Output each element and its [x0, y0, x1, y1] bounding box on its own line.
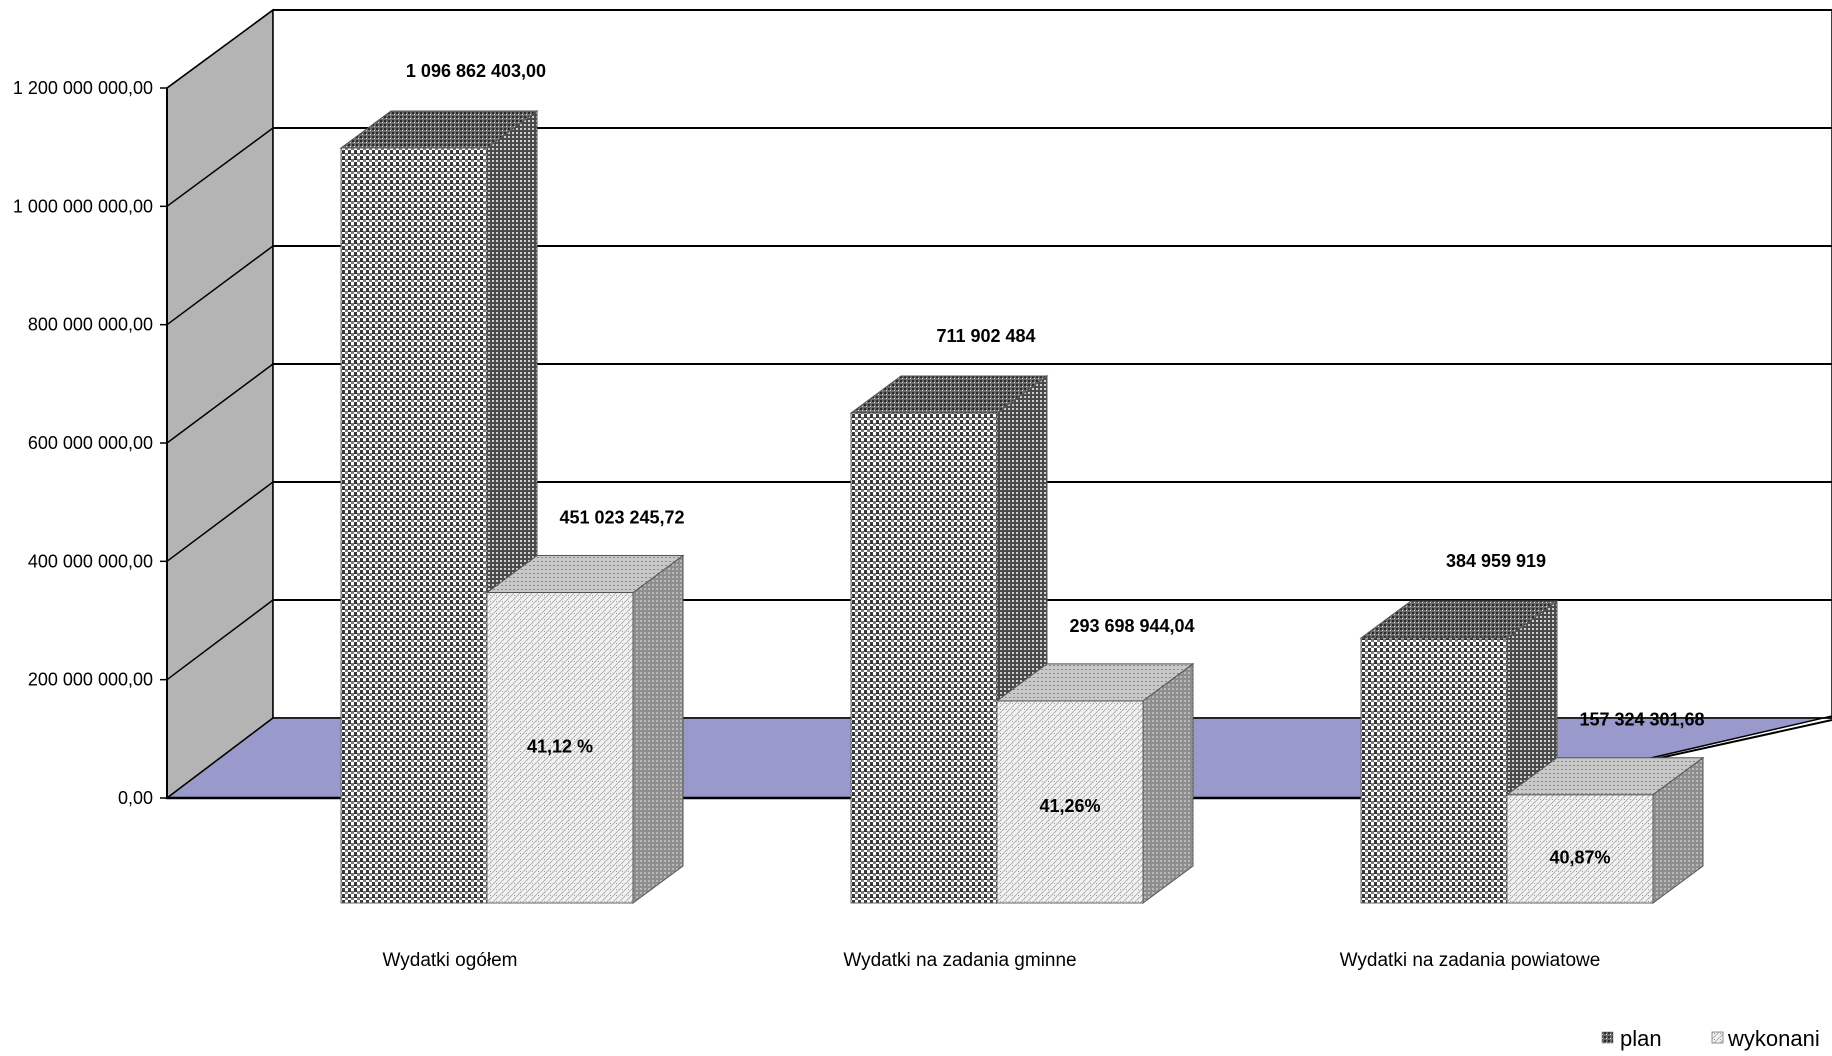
data-labels: 1 096 862 403,00 451 023 245,72 41,12 % 711…: [406, 61, 1705, 867]
data-label-percent: 41,12 %: [527, 736, 593, 756]
data-label-percent: 41,26%: [1039, 796, 1100, 816]
y-tick-label: 0,00: [118, 788, 153, 808]
x-tick-label: Wydatki na zadania powiatowe: [1340, 950, 1601, 971]
bars: [339, 110, 1705, 904]
bar-wykonanie-top: [485, 555, 685, 594]
legend: plan wykonani: [1601, 1026, 1820, 1051]
gridline-diagonal: [166, 481, 274, 562]
legend-swatch-plan: [1601, 1031, 1614, 1044]
y-tick-label: 1 000 000 000,00: [13, 196, 153, 216]
x-tick-label: Wydatki na zadania gminne: [843, 950, 1076, 971]
data-label-wykonanie: 157 324 301,68: [1579, 710, 1704, 730]
y-tick-label: 400 000 000,00: [28, 551, 153, 571]
bar-plan-front: [850, 412, 998, 904]
bar-plan-top: [1359, 600, 1559, 639]
bar-plan-top: [339, 110, 539, 149]
bar-wykonanie-side: [632, 554, 684, 904]
data-label-wykonanie: 451 023 245,72: [559, 508, 684, 528]
legend-swatch-wykonanie: [1711, 1031, 1724, 1044]
gridline-diagonal: [166, 245, 274, 326]
data-label-plan: 384 959 919: [1446, 551, 1546, 571]
legend-label-wykonanie: wykonani: [1727, 1026, 1820, 1051]
y-tick-label: 200 000 000,00: [28, 670, 153, 690]
bar-wykonanie: [485, 554, 685, 904]
bar-wykonanie-top: [1505, 757, 1705, 796]
bar-plan-top: [849, 375, 1049, 414]
data-label-percent: 40,87%: [1549, 847, 1610, 867]
bar-plan-front: [340, 147, 488, 904]
bar-wykonanie: [1505, 756, 1705, 904]
bar-wykonanie: [995, 662, 1195, 904]
bar-wykonanie-top: [995, 663, 1195, 702]
data-label-plan: 1 096 862 403,00: [406, 61, 546, 81]
bar-plan-front: [1360, 637, 1508, 904]
y-tick-label: 600 000 000,00: [28, 433, 153, 453]
bar-wykonanie-front: [1506, 794, 1654, 904]
gridline-diagonal: [166, 127, 274, 207]
gridline-diagonal: [166, 599, 274, 681]
legend-label-plan: plan: [1620, 1026, 1662, 1051]
y-tick-label: 800 000 000,00: [28, 315, 153, 335]
bar-wykonanie-front: [486, 592, 634, 904]
gridline-diagonal: [166, 9, 274, 89]
x-tick-label: Wydatki ogółem: [383, 950, 518, 971]
y-tick-label: 1 200 000 000,00: [13, 78, 153, 98]
gridline-diagonal: [166, 363, 274, 444]
bar-wykonanie-side: [1142, 662, 1194, 904]
data-label-plan: 711 902 484: [936, 326, 1035, 346]
data-label-wykonanie: 293 698 944,04: [1069, 616, 1194, 636]
bar-wykonanie-front: [996, 700, 1144, 904]
